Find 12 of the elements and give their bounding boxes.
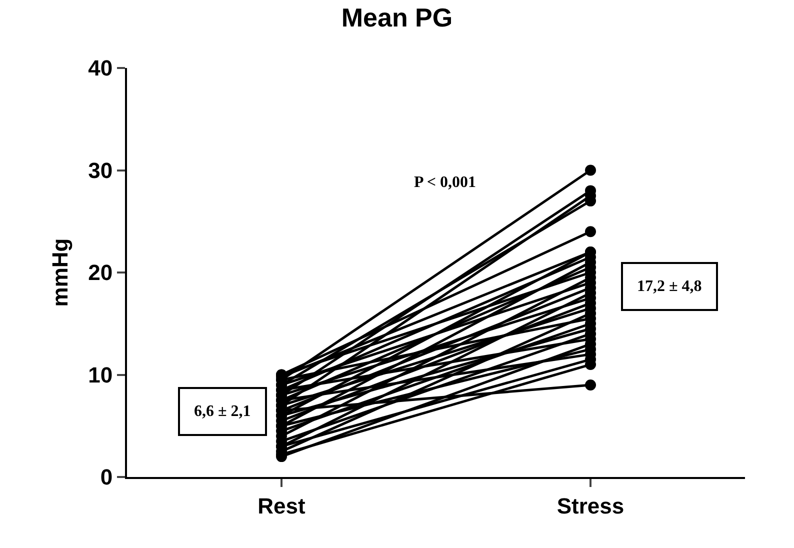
annotation: P < 0,001: [414, 174, 476, 191]
annotation: 17,2 ± 4,8: [637, 278, 702, 295]
x-tick-label: Stress: [556, 493, 624, 518]
chart-title: Mean PG: [341, 2, 453, 32]
y-axis-title: mmHg: [47, 238, 72, 307]
y-tick-label: 40: [88, 56, 113, 81]
x-tick-label: Rest: [258, 493, 306, 518]
y-tick-label: 30: [88, 158, 113, 183]
y-tick-label: 10: [88, 362, 113, 388]
annotation: 6,6 ± 2,1: [194, 403, 251, 420]
y-tick-label: 0: [100, 464, 113, 490]
y-tick-label: 20: [88, 260, 113, 286]
